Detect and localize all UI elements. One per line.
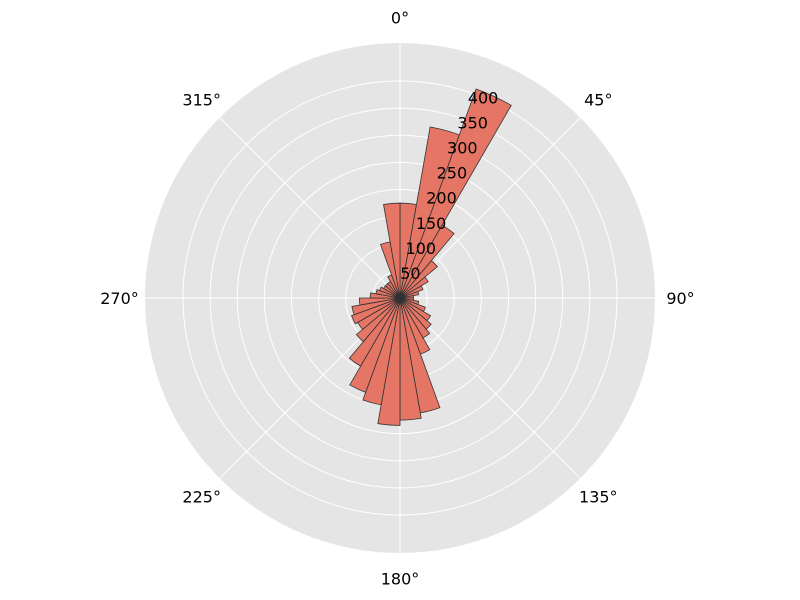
bar-55deg [399, 276, 429, 299]
radial-tick-label-250: 250 [437, 164, 468, 183]
angular-gridline-135 [399, 297, 581, 479]
bar-245deg [351, 297, 401, 325]
radial-tick-label-150: 150 [416, 214, 447, 233]
radial-tick-label-350: 350 [457, 114, 488, 133]
bars-layer [348, 88, 512, 426]
bar-25deg [399, 88, 512, 299]
radial-tick-label-50: 50 [400, 264, 420, 283]
bar-215deg [348, 297, 401, 367]
radial-tick-label-100: 100 [406, 239, 437, 258]
angle-tick-labels: 0° 45° 90° 135° 180° 225° 270° 315° [100, 9, 694, 589]
angle-tick-label-45: 45° [584, 91, 612, 110]
radial-tick-label-200: 200 [426, 189, 457, 208]
angle-tick-label-180: 180° [381, 570, 420, 589]
bar-255deg [351, 297, 401, 316]
bar-195deg [362, 297, 401, 406]
radial-tick-labels: 50 100 150 200 250 300 350 400 [400, 89, 498, 283]
angular-gridline-315 [219, 117, 401, 299]
bar-265deg [358, 297, 401, 306]
bar-75deg [399, 290, 420, 299]
angle-tick-label-270: 270° [100, 289, 139, 308]
angle-tick-label-225: 225° [182, 487, 221, 506]
bar-205deg [349, 297, 401, 393]
bar-225deg [355, 297, 401, 343]
bar-35deg [399, 224, 455, 299]
bar-355deg [383, 202, 401, 299]
radial-tick-label-400: 400 [468, 89, 499, 108]
bar-45deg [399, 260, 438, 299]
radial-tick-label-300: 300 [447, 139, 478, 158]
angle-tick-label-315: 315° [182, 91, 221, 110]
bar-65deg [399, 285, 424, 299]
angle-tick-label-0: 0° [391, 9, 409, 28]
angle-tick-label-90: 90° [666, 289, 694, 308]
angle-tick-label-135: 135° [579, 487, 618, 506]
